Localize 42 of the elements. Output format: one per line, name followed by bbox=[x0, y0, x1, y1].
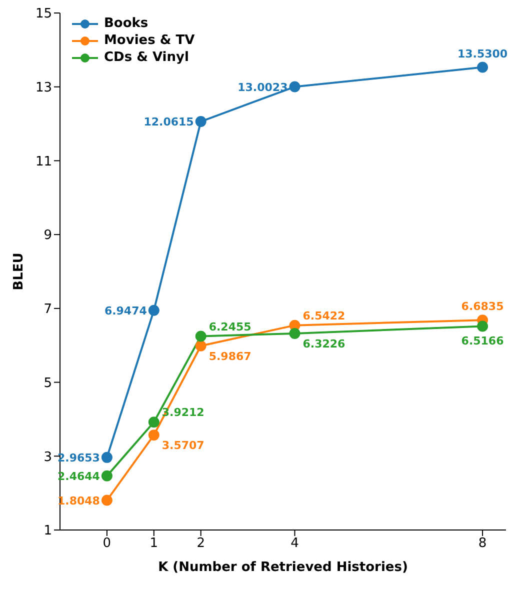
point bbox=[101, 470, 112, 482]
point bbox=[148, 430, 160, 441]
point bbox=[101, 494, 112, 506]
legend-label: Books bbox=[104, 16, 148, 31]
point bbox=[195, 330, 206, 342]
data-label: 6.3226 bbox=[302, 337, 346, 350]
data-label: 6.6835 bbox=[461, 300, 504, 314]
point bbox=[148, 416, 160, 428]
y-tick-label: 15 bbox=[35, 6, 52, 22]
y-tick-label: 13 bbox=[35, 80, 52, 96]
y-tick-label: 9 bbox=[44, 228, 52, 244]
data-label: 3.5707 bbox=[162, 439, 204, 452]
data-label: 13.0023 bbox=[238, 80, 288, 94]
legend-label: Movies & TV bbox=[104, 33, 195, 48]
x-tick-label: 4 bbox=[290, 536, 299, 552]
y-axis-title: BLEU bbox=[12, 252, 27, 290]
x-tick-label: 2 bbox=[196, 536, 205, 552]
data-label: 6.2455 bbox=[208, 320, 252, 334]
data-label: 6.5422 bbox=[302, 309, 346, 322]
point bbox=[195, 340, 206, 352]
y-tick-label: 5 bbox=[44, 376, 52, 391]
point bbox=[289, 328, 300, 339]
data-label: 6.9474 bbox=[104, 304, 148, 318]
y-tick-label: 11 bbox=[35, 154, 52, 170]
point bbox=[477, 62, 488, 73]
y-tick-label: 3 bbox=[44, 450, 52, 465]
legend-label: CDs & Vinyl bbox=[104, 50, 189, 65]
point bbox=[195, 116, 206, 128]
data-label: 6.5166 bbox=[461, 334, 504, 348]
point bbox=[101, 452, 112, 463]
x-tick-label: 8 bbox=[478, 536, 487, 552]
point bbox=[289, 81, 300, 92]
data-label: 5.9867 bbox=[208, 350, 252, 363]
x-axis-title: K (Number of Retrieved Histories) bbox=[158, 560, 408, 575]
point bbox=[148, 304, 160, 316]
x-tick-label: 1 bbox=[150, 536, 158, 552]
data-label: 13.5300 bbox=[457, 47, 508, 60]
data-label: 12.0615 bbox=[144, 116, 194, 129]
y-tick-label: 7 bbox=[44, 302, 52, 318]
point bbox=[477, 320, 488, 332]
x-tick-label: 0 bbox=[102, 536, 112, 552]
y-tick-label: 1 bbox=[44, 524, 52, 539]
